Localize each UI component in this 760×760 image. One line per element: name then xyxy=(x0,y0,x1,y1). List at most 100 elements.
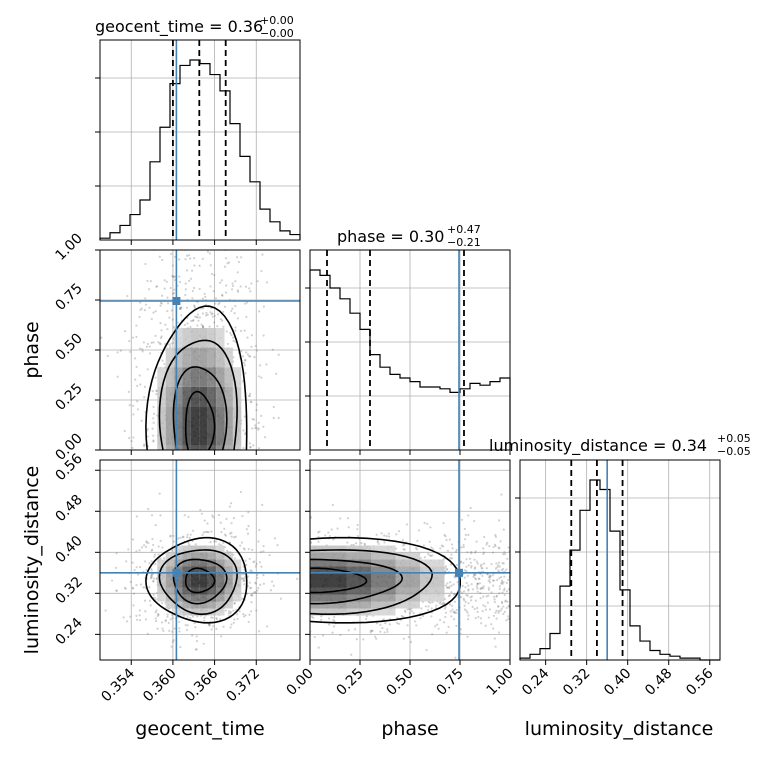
sample-point xyxy=(463,527,466,530)
sample-point xyxy=(208,252,211,255)
sample-point xyxy=(474,550,477,553)
sample-point xyxy=(187,279,191,282)
sample-point xyxy=(496,564,500,567)
sample-point xyxy=(155,393,158,396)
density-cell xyxy=(157,594,166,602)
sample-point xyxy=(230,333,233,337)
sample-point xyxy=(159,557,162,560)
sample-point xyxy=(401,539,405,542)
density-cell xyxy=(182,601,191,609)
sample-point xyxy=(481,609,484,613)
sample-point xyxy=(148,586,151,589)
sample-point xyxy=(195,635,198,638)
sample-point xyxy=(415,624,418,627)
sample-point xyxy=(482,595,485,598)
sample-point xyxy=(187,254,191,257)
sample-point xyxy=(138,374,141,377)
sample-point xyxy=(249,594,253,597)
sample-point xyxy=(402,615,405,618)
sample-point xyxy=(227,261,231,264)
sample-point xyxy=(210,313,213,316)
x-tick-label: 0.25 xyxy=(333,666,366,699)
sample-point xyxy=(463,576,466,579)
sample-point xyxy=(450,615,453,618)
sample-point xyxy=(244,559,247,562)
sample-point xyxy=(150,576,153,579)
sample-point xyxy=(502,612,505,616)
sample-point xyxy=(129,580,132,583)
density-cell xyxy=(182,552,191,560)
sample-point xyxy=(135,550,138,553)
sample-point xyxy=(169,534,172,537)
density-cell xyxy=(199,608,208,616)
sample-point xyxy=(234,304,237,308)
sample-point xyxy=(150,574,153,577)
x-tick-label: 0.372 xyxy=(223,666,263,706)
sample-point xyxy=(317,531,320,534)
density-cell xyxy=(165,573,175,581)
density-cell xyxy=(207,559,217,567)
sample-point xyxy=(184,293,187,297)
sample-point xyxy=(268,554,271,557)
sample-point xyxy=(492,545,495,549)
sample-point xyxy=(237,260,240,264)
sample-point xyxy=(448,603,452,606)
sample-point xyxy=(211,312,214,315)
sample-point xyxy=(448,594,451,597)
density-cell xyxy=(224,573,233,581)
sample-point xyxy=(193,304,196,307)
sample-point xyxy=(202,307,205,310)
sample-point xyxy=(474,574,477,577)
sample-point xyxy=(410,610,413,613)
sample-point xyxy=(468,557,472,560)
sample-point xyxy=(462,543,465,547)
sample-point xyxy=(262,545,265,548)
sample-point xyxy=(211,514,214,517)
sample-point xyxy=(466,618,470,621)
sample-point xyxy=(430,607,433,610)
sample-point xyxy=(236,271,239,274)
sample-point xyxy=(205,311,208,315)
sample-point xyxy=(136,400,139,403)
density-cell xyxy=(232,587,242,595)
sample-point xyxy=(498,547,501,550)
sample-point xyxy=(248,355,251,358)
sample-point xyxy=(482,547,485,550)
sample-point xyxy=(144,297,147,300)
sample-point xyxy=(155,285,159,288)
sample-point xyxy=(242,579,245,582)
sample-point xyxy=(142,544,146,547)
density-cell xyxy=(207,347,217,368)
sample-point xyxy=(497,561,501,564)
density-cell xyxy=(216,445,225,450)
sample-point xyxy=(312,616,315,619)
sample-point xyxy=(135,618,139,621)
sample-point xyxy=(400,614,403,618)
sample-point xyxy=(158,342,161,345)
sample-point xyxy=(204,295,207,298)
sample-point xyxy=(155,609,158,612)
sample-point xyxy=(452,618,456,621)
sample-point xyxy=(453,611,456,615)
sample-point xyxy=(445,631,448,634)
sample-point xyxy=(463,599,466,602)
sample-point xyxy=(168,343,171,346)
density-cell xyxy=(216,485,224,505)
sample-point xyxy=(171,616,174,620)
sample-point xyxy=(435,604,438,607)
sample-point xyxy=(251,594,254,597)
sample-point xyxy=(154,334,157,338)
sample-point xyxy=(220,293,224,296)
sample-point xyxy=(152,417,155,420)
density-cell xyxy=(182,386,191,407)
density-cell xyxy=(174,580,183,588)
x-tick-label: 0.50 xyxy=(383,666,416,699)
panel-geocent-time-vs-phase xyxy=(95,249,301,505)
sample-point xyxy=(215,627,218,630)
density-cell xyxy=(216,580,225,588)
sample-point xyxy=(459,561,463,564)
sample-point xyxy=(466,594,469,597)
sample-point xyxy=(247,525,250,528)
sample-point xyxy=(464,533,467,536)
density-cell xyxy=(371,601,396,609)
